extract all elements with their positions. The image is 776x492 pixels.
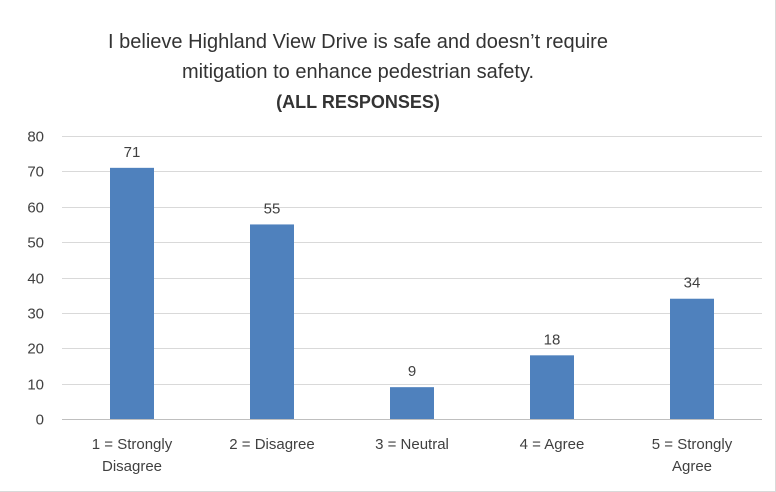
x-tick-label: 5 = Strongly	[652, 436, 733, 453]
x-tick-label: Agree	[672, 458, 712, 475]
y-tick-label: 40	[27, 271, 44, 288]
data-label: 34	[684, 275, 701, 292]
x-tick-label: 1 = Strongly	[92, 436, 173, 453]
y-tick-label: 80	[27, 129, 44, 146]
y-tick-label: 60	[27, 200, 44, 217]
data-label: 9	[408, 363, 416, 380]
bar	[670, 298, 714, 419]
x-tick-label: 4 = Agree	[520, 436, 585, 453]
y-tick-label: 70	[27, 164, 44, 181]
bar	[250, 224, 294, 419]
bar	[110, 167, 154, 419]
x-tick-label: Disagree	[102, 458, 162, 475]
data-label: 18	[544, 331, 561, 348]
bar	[390, 387, 434, 419]
x-tick-label: 3 = Neutral	[375, 436, 449, 453]
chart-title-line-1: I believe Highland View Drive is safe an…	[108, 31, 608, 53]
y-tick-label: 10	[27, 377, 44, 394]
y-tick-label: 20	[27, 341, 44, 358]
data-label: 55	[264, 200, 281, 217]
bar	[530, 355, 574, 419]
y-tick-label: 50	[27, 235, 44, 252]
x-tick-label: 2 = Disagree	[229, 436, 314, 453]
y-tick-label: 0	[36, 412, 44, 429]
y-tick-label: 30	[27, 306, 44, 323]
chart-title-line-2: mitigation to enhance pedestrian safety.	[181, 61, 535, 83]
data-label: 71	[124, 144, 141, 161]
chart-subtitle: (ALL RESPONSES)	[276, 92, 440, 112]
